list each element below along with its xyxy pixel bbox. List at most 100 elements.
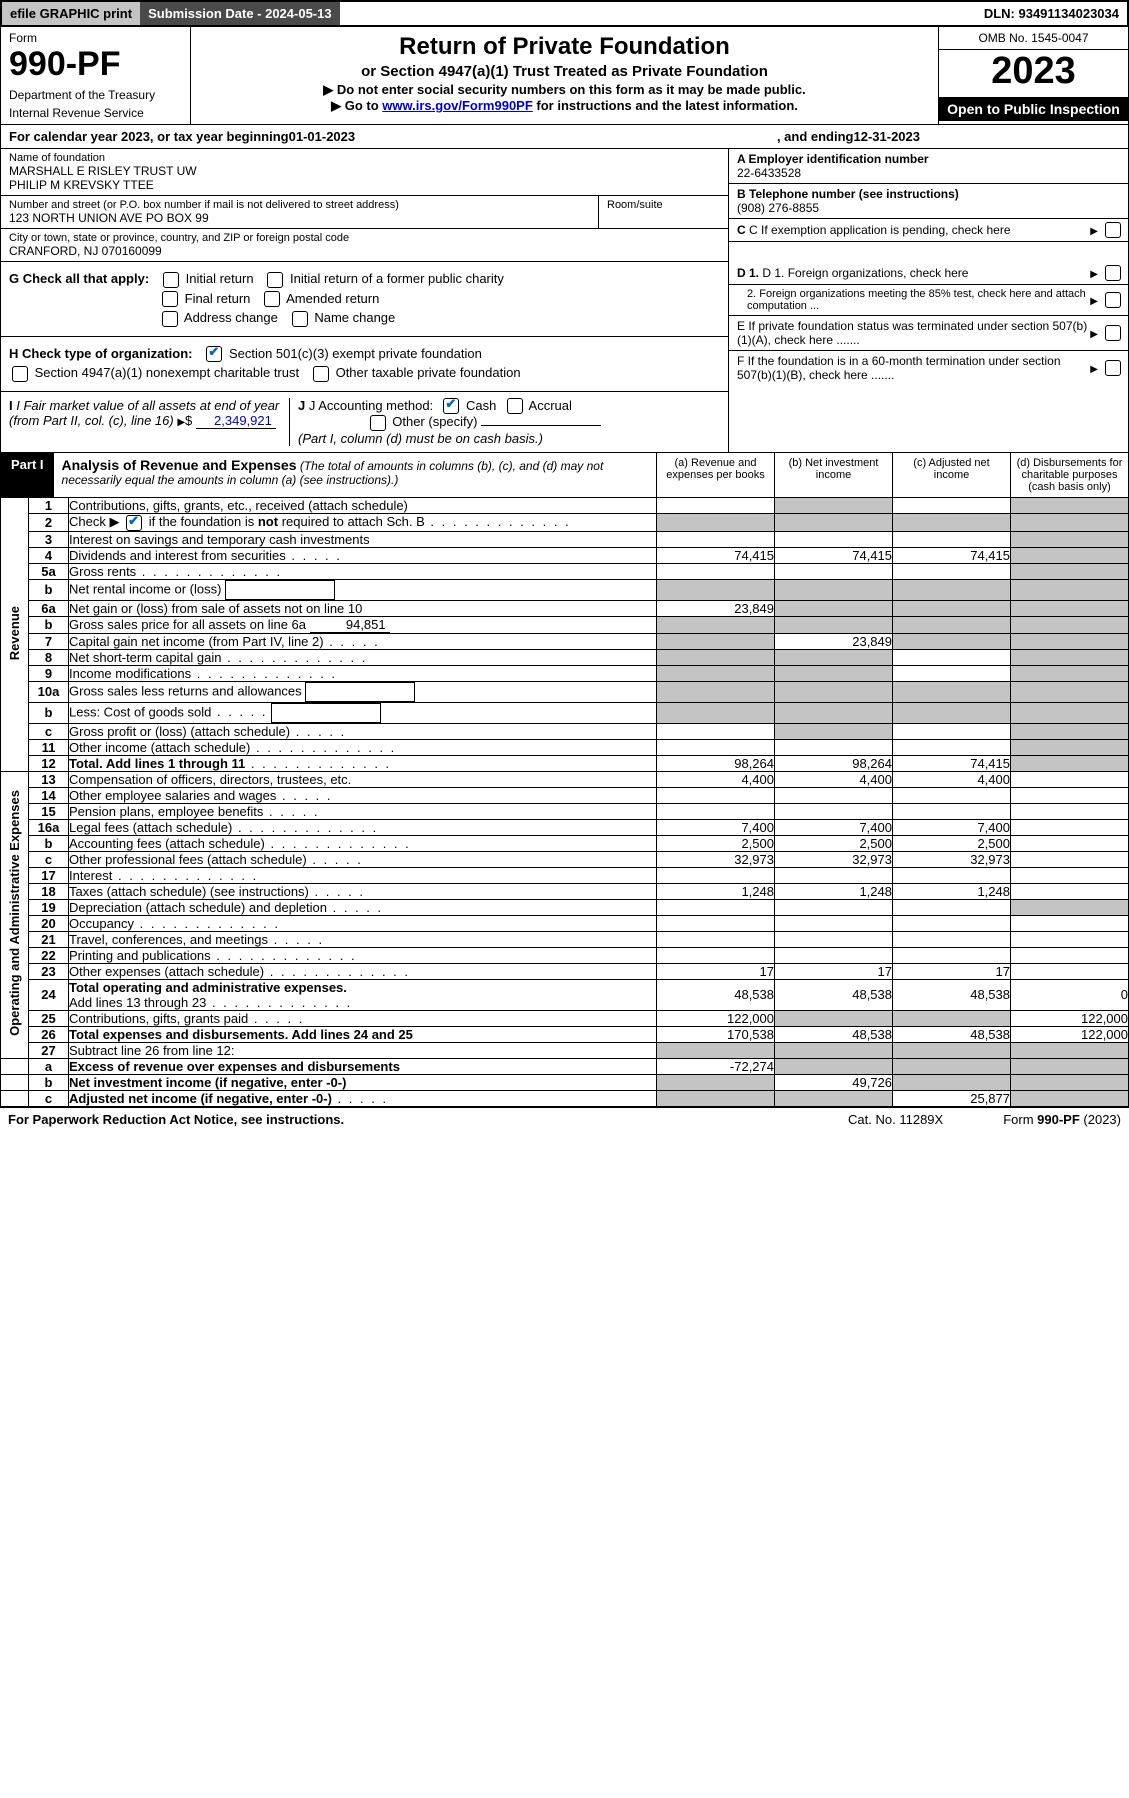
r13-desc: Compensation of officers, directors, tru… <box>69 771 657 787</box>
r27c-desc: Adjusted net income (if negative, enter … <box>69 1091 332 1106</box>
r23-desc: Other expenses (attach schedule) <box>69 964 264 979</box>
form-subtitle: or Section 4947(a)(1) Trust Treated as P… <box>201 63 928 80</box>
table-row: 16aLegal fees (attach schedule)7,4007,40… <box>1 819 1129 835</box>
addr-label: Number and street (or P.O. box number if… <box>9 199 590 211</box>
form-number: 990-PF <box>9 45 182 84</box>
table-row: cOther professional fees (attach schedul… <box>1 851 1129 867</box>
foundation-name-2: PHILIP M KREVSKY TTEE <box>9 178 720 192</box>
part1-label: Part I <box>1 453 54 497</box>
r26-d: 122,000 <box>1011 1026 1129 1042</box>
g4-checkbox[interactable] <box>264 291 280 307</box>
col-c-header: (c) Adjusted net income <box>892 453 1010 497</box>
opex-side-label: Operating and Administrative Expenses <box>7 780 22 1046</box>
table-row: 5aGross rents <box>1 563 1129 579</box>
r27c-c: 25,877 <box>893 1090 1011 1106</box>
footer-mid: Cat. No. 11289X <box>848 1112 943 1127</box>
table-row: 3Interest on savings and temporary cash … <box>1 531 1129 547</box>
arrow-icon <box>1090 293 1098 307</box>
foundation-address: 123 NORTH UNION AVE PO BOX 99 <box>9 211 590 225</box>
col-b-header: (b) Net investment income <box>774 453 892 497</box>
j3-checkbox[interactable] <box>370 415 386 431</box>
table-row: 11Other income (attach schedule) <box>1 739 1129 755</box>
c-label: C C If exemption application is pending,… <box>737 223 1011 237</box>
j3-label: Other (specify) <box>392 414 477 429</box>
e-checkbox[interactable] <box>1105 325 1121 341</box>
table-row: 21Travel, conferences, and meetings <box>1 931 1129 947</box>
footer-right: Form 990-PF (2023) <box>1003 1112 1121 1127</box>
d2-checkbox[interactable] <box>1105 292 1121 308</box>
f-label: F If the foundation is in a 60-month ter… <box>737 354 1090 382</box>
j-note: (Part I, column (d) must be on cash basi… <box>298 431 543 446</box>
room-label: Room/suite <box>607 199 720 211</box>
form-header: Form 990-PF Department of the Treasury I… <box>0 27 1129 125</box>
r5a-desc: Gross rents <box>69 564 136 579</box>
r11-desc: Other income (attach schedule) <box>69 740 250 755</box>
r4-b: 74,415 <box>775 547 893 563</box>
table-row: 4Dividends and interest from securities7… <box>1 547 1129 563</box>
r25-a: 122,000 <box>657 1010 775 1026</box>
table-row: 14Other employee salaries and wages <box>1 787 1129 803</box>
h-label: H Check type of organization: <box>9 346 192 361</box>
h2-checkbox[interactable] <box>12 366 28 382</box>
form-title: Return of Private Foundation <box>201 33 928 61</box>
g1-checkbox[interactable] <box>163 272 179 288</box>
g2-checkbox[interactable] <box>267 272 283 288</box>
arrow-icon <box>1090 223 1098 237</box>
table-row: Operating and Administrative Expenses 13… <box>1 771 1129 787</box>
calendar-year-row: For calendar year 2023, or tax year begi… <box>0 125 1129 149</box>
h1-checkbox[interactable] <box>206 346 222 362</box>
r16b-b: 2,500 <box>775 835 893 851</box>
r13-c: 4,400 <box>893 771 1011 787</box>
tel-label: B Telephone number (see instructions) <box>737 187 1120 201</box>
r10a-desc: Gross sales less returns and allowances <box>69 683 302 698</box>
r27b-b: 49,726 <box>775 1074 893 1090</box>
r2-checkbox[interactable] <box>126 515 142 531</box>
r27a-desc: Excess of revenue over expenses and disb… <box>69 1058 657 1074</box>
footer-left: For Paperwork Reduction Act Notice, see … <box>8 1112 344 1127</box>
ein-label: A Employer identification number <box>737 152 1120 166</box>
r26-a: 170,538 <box>657 1026 775 1042</box>
g3-checkbox[interactable] <box>162 291 178 307</box>
g5-checkbox[interactable] <box>162 311 178 327</box>
g6-checkbox[interactable] <box>292 311 308 327</box>
table-row: 24Total operating and administrative exp… <box>1 979 1129 1010</box>
table-row: 19Depreciation (attach schedule) and dep… <box>1 899 1129 915</box>
j2-checkbox[interactable] <box>507 398 523 414</box>
table-row: 27Subtract line 26 from line 12: <box>1 1042 1129 1058</box>
r24-c: 48,538 <box>893 979 1011 1010</box>
r2-post: if the foundation is not required to att… <box>149 514 425 529</box>
r27b-desc: Net investment income (if negative, ente… <box>69 1075 346 1090</box>
table-row: Revenue 1Contributions, gifts, grants, e… <box>1 498 1129 514</box>
r21-desc: Travel, conferences, and meetings <box>69 932 268 947</box>
h3-checkbox[interactable] <box>313 366 329 382</box>
r16a-c: 7,400 <box>893 819 1011 835</box>
r16b-c: 2,500 <box>893 835 1011 851</box>
j1-checkbox[interactable] <box>443 398 459 414</box>
table-row: aExcess of revenue over expenses and dis… <box>1 1058 1129 1074</box>
table-row: 7Capital gain net income (from Part IV, … <box>1 633 1129 649</box>
table-row: bNet investment income (if negative, ent… <box>1 1074 1129 1090</box>
h3-label: Other taxable private foundation <box>336 365 521 380</box>
r9-desc: Income modifications <box>69 666 191 681</box>
table-row: 23Other expenses (attach schedule)171717 <box>1 963 1129 979</box>
fmv-value: 2,349,921 <box>196 413 276 429</box>
ein-value: 22-6433528 <box>737 166 1120 180</box>
j-label: J Accounting method: <box>309 398 433 413</box>
r10b-desc: Less: Cost of goods sold <box>69 704 211 719</box>
irs-link[interactable]: www.irs.gov/Form990PF <box>382 98 533 113</box>
table-row: 25Contributions, gifts, grants paid122,0… <box>1 1010 1129 1026</box>
instr2-pre: ▶ Go to <box>331 98 382 113</box>
r22-desc: Printing and publications <box>69 948 211 963</box>
table-row: 15Pension plans, employee benefits <box>1 803 1129 819</box>
r16c-b: 32,973 <box>775 851 893 867</box>
table-row: 20Occupancy <box>1 915 1129 931</box>
r16a-desc: Legal fees (attach schedule) <box>69 820 232 835</box>
r23-a: 17 <box>657 963 775 979</box>
c-checkbox[interactable] <box>1105 222 1121 238</box>
r18-b: 1,248 <box>775 883 893 899</box>
d1-checkbox[interactable] <box>1105 265 1121 281</box>
cal-mid: , and ending <box>777 129 854 144</box>
g1-label: Initial return <box>186 271 254 286</box>
f-checkbox[interactable] <box>1105 360 1121 376</box>
h2-label: Section 4947(a)(1) nonexempt charitable … <box>35 365 299 380</box>
